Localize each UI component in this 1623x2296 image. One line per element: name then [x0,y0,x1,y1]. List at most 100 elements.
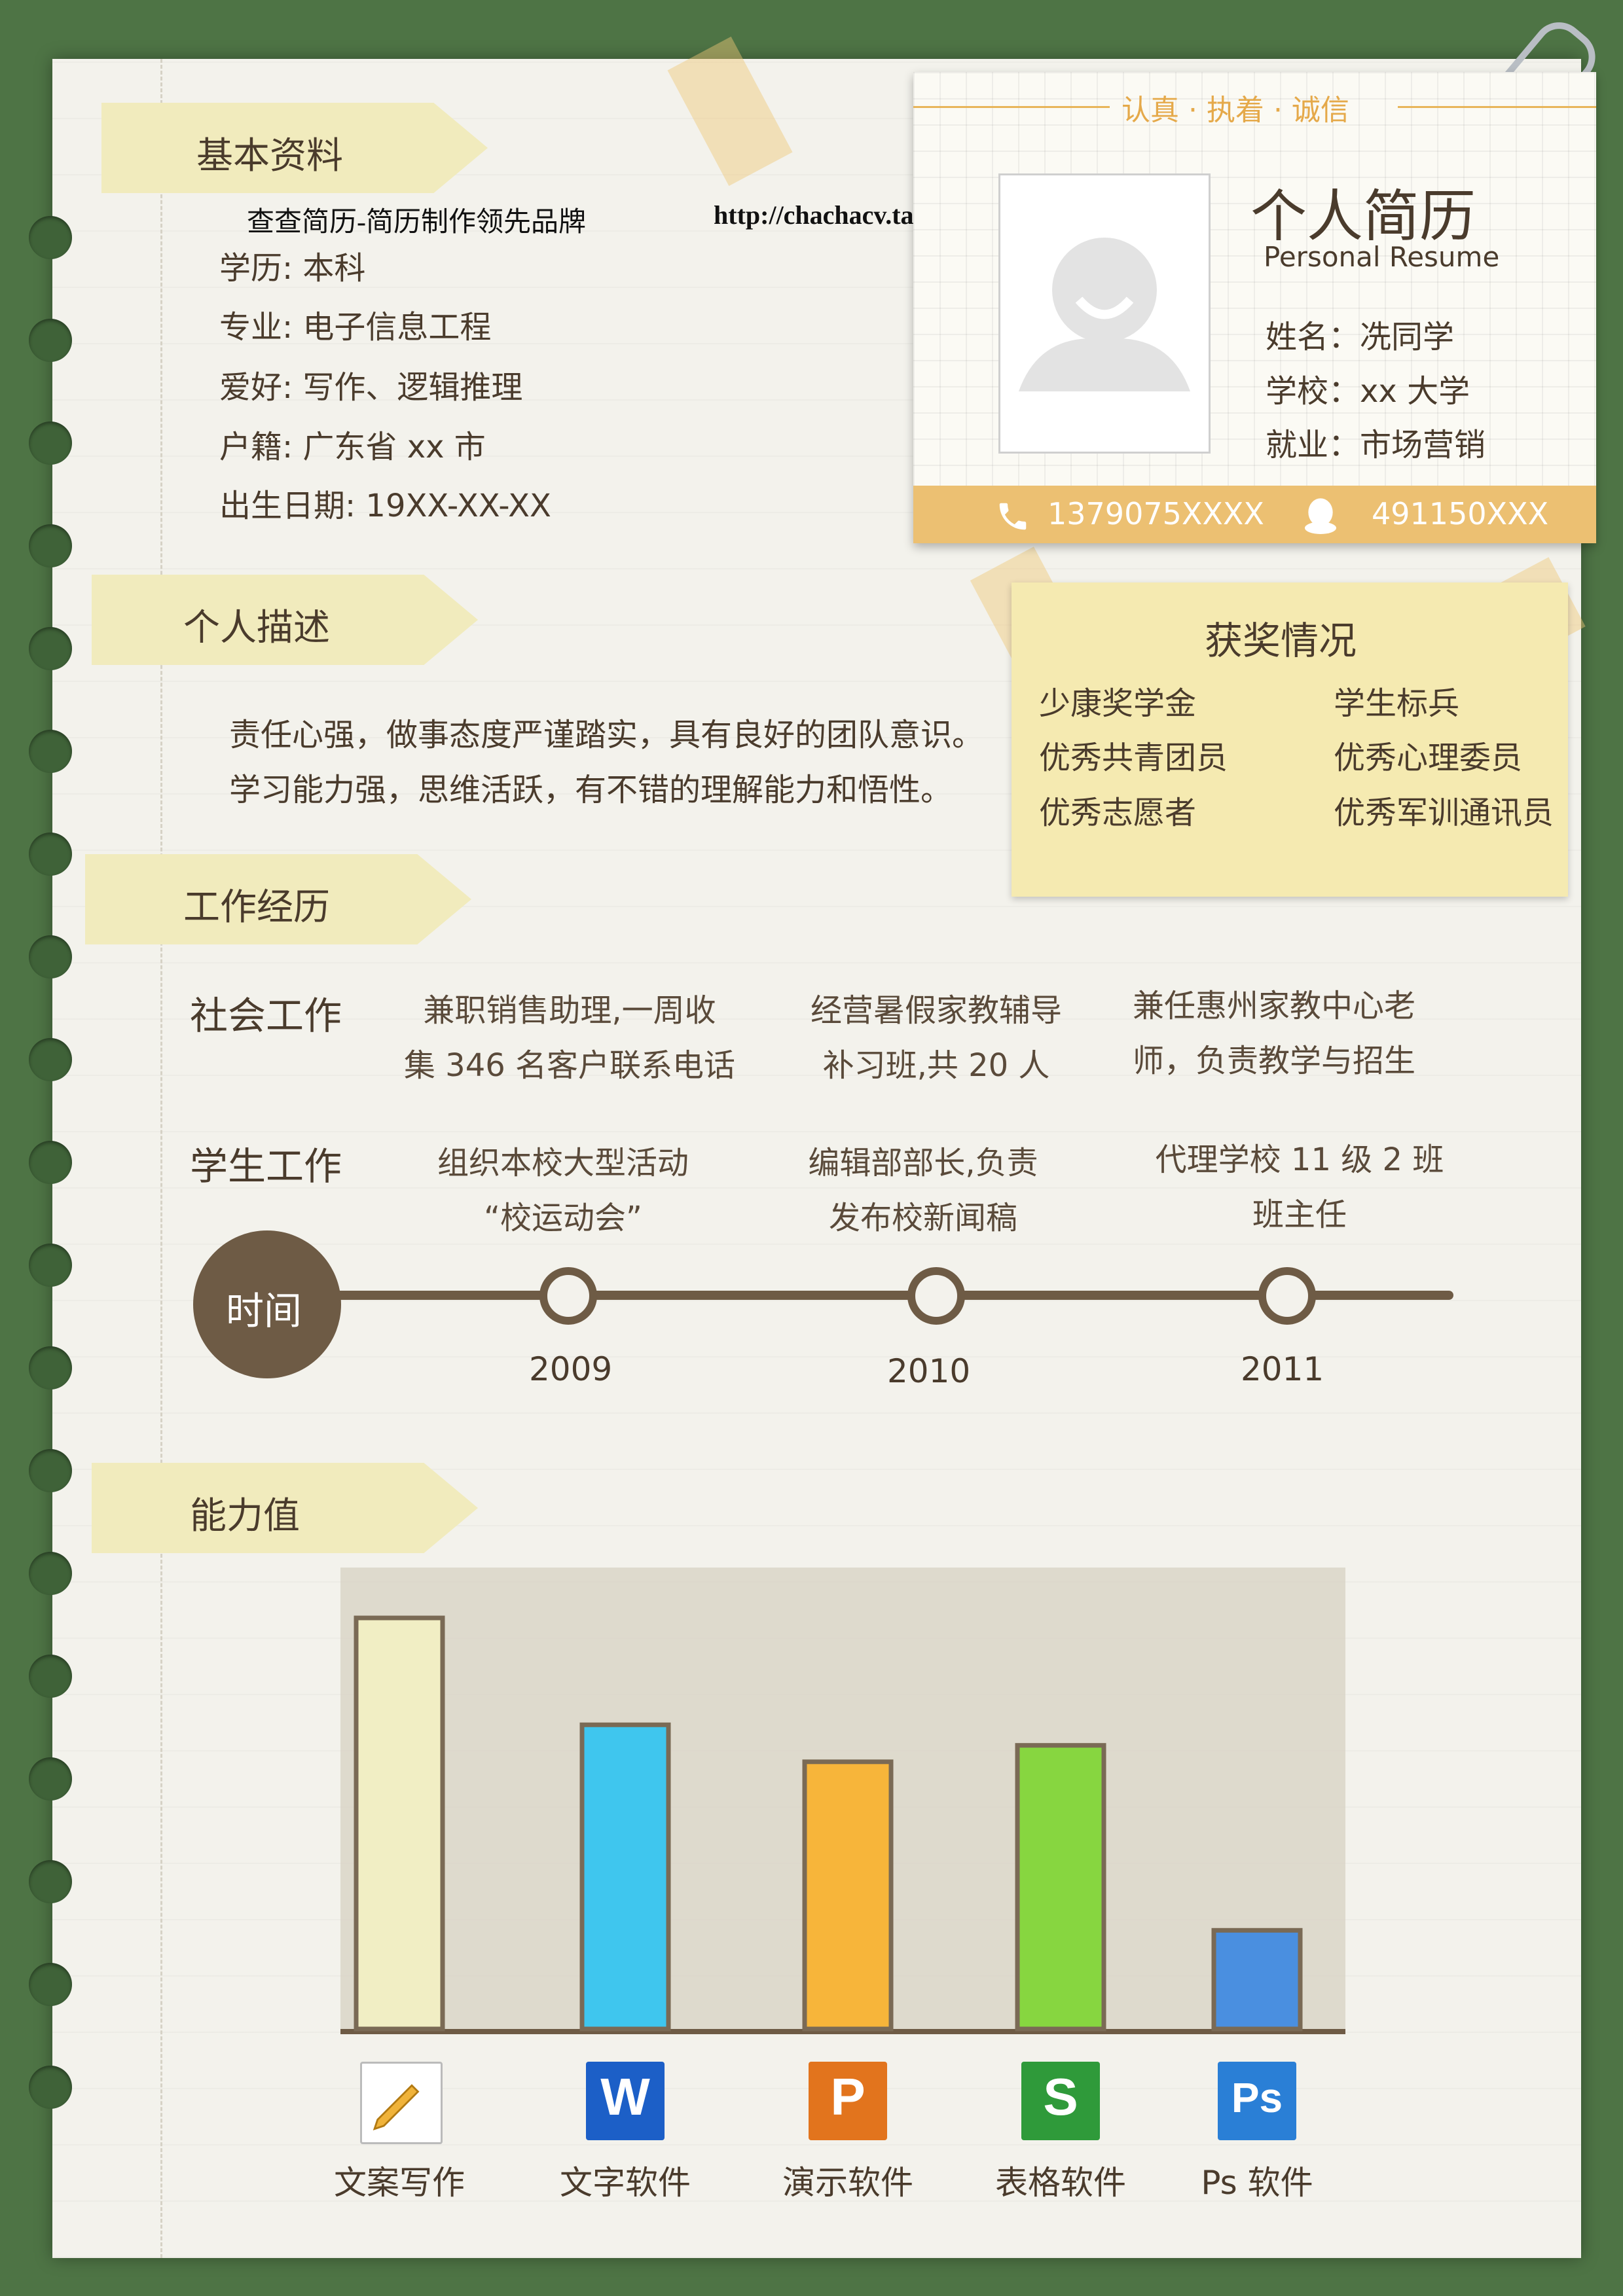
binder-hole [29,1141,72,1184]
section-title-work: 工作经历 [183,886,330,929]
binder-hole [29,1655,72,1698]
work-line: 兼任惠州家教中心老 [1133,988,1416,1024]
social-work-2: 经营暑假家教辅导 补习班,共 20 人 [773,983,1100,1093]
description-line-1: 责任心强，做事态度严谨踏实，具有良好的团队意识。 [229,717,984,753]
basic-birthdate: 出生日期: 19XX-XX-XX [219,488,551,524]
basic-education: 学历: 本科 [219,250,366,287]
section-tag-basic: 基本资料 [101,103,488,193]
app-icon-2: P [809,2062,887,2140]
timeline-node-2011 [1258,1267,1316,1325]
section-title-description: 个人描述 [183,607,330,649]
qq-icon [1305,498,1336,534]
award-item: 优秀心理委员 [1334,740,1523,776]
section-tag-work: 工作经历 [85,854,471,944]
profile-card: 认真 · 执着 · 诚信 个人简历 Personal Resume 姓名：冼同学… [913,72,1596,543]
work-line: 发布校新闻稿 [828,1200,1017,1236]
timeline-year: 2011 [1241,1350,1324,1388]
motto-line [913,106,1110,108]
student-work-1: 组织本校大型活动 “校运动会” [393,1136,733,1246]
bar-1 [579,1722,671,2032]
student-work-3: 代理学校 11 级 2 班 班主任 [1136,1132,1463,1242]
timeline-line [314,1291,1453,1300]
award-item: 优秀军训通讯员 [1334,795,1554,831]
margin-line [160,59,162,2258]
app-icon-letter: W [600,2068,650,2126]
work-line: “校运动会” [484,1200,642,1236]
card-career: 就业：市场营销 [1266,427,1486,463]
timeline-year: 2009 [529,1350,613,1388]
category-label: 演示软件 [782,2164,913,2202]
category-label: 文字软件 [560,2164,691,2202]
binder-hole [29,524,72,567]
binder-hole [29,1038,72,1081]
bar-4 [1211,1928,1303,2032]
section-tag-ability: 能力值 [92,1463,478,1553]
award-item: 少康奖学金 [1039,685,1197,722]
binder-hole [29,422,72,465]
student-work-2: 编辑部部长,负责 发布校新闻稿 [759,1136,1087,1246]
binder-hole [29,2066,72,2109]
binder-hole [29,1963,72,2006]
work-line: 补习班,共 20 人 [822,1047,1050,1084]
card-name: 姓名：冼同学 [1266,319,1455,355]
card-school: 学校：xx 大学 [1266,373,1470,410]
card-title: 个人简历 [1250,184,1476,249]
social-work-3: 兼任惠州家教中心老 师，负责教学与招生 [1133,978,1460,1088]
award-item: 优秀志愿者 [1039,795,1197,831]
work-line: 编辑部部长,负责 [808,1145,1038,1181]
work-line: 兼职销售助理,一周收 [423,992,716,1029]
basic-hobby: 爱好: 写作、逻辑推理 [219,369,523,406]
app-icon-3: S [1021,2062,1100,2140]
category-label: 文案写作 [334,2164,465,2202]
binder-hole [29,627,72,670]
social-work-1: 兼职销售助理,一周收 集 346 名客户联系电话 [399,983,740,1093]
section-tag-description: 个人描述 [92,575,478,665]
category-label: 表格软件 [995,2164,1126,2202]
binder-hole [29,833,72,876]
timeline-node-2010 [907,1267,965,1325]
bar-0 [354,1615,445,2032]
app-icon-letter: Ps [1231,2074,1283,2121]
work-line: 代理学校 11 级 2 班 [1155,1141,1444,1178]
app-icon-letter: P [830,2068,866,2126]
work-line: 集 346 名客户联系电话 [403,1047,736,1084]
basic-hometown: 户籍: 广东省 xx 市 [219,429,486,465]
app-icon-1: W [586,2062,665,2140]
basic-major: 专业: 电子信息工程 [219,309,492,346]
binder-hole [29,935,72,978]
awards-title: 获奖情况 [1205,619,1357,663]
award-item: 学生标兵 [1334,685,1460,722]
category-label: Ps 软件 [1201,2164,1313,2202]
binder-hole [29,216,72,259]
chart-baseline [340,2029,1345,2034]
contact-phone: 1379075XXXX [1048,496,1264,531]
contact-qq: 491150XXX [1372,496,1549,531]
card-motto: 认真 · 执着 · 诚信 [1122,94,1349,127]
work-line: 组织本校大型活动 [437,1145,689,1181]
row-label-student: 学生工作 [190,1144,342,1189]
binder-hole [29,1860,72,1903]
binder-hole [29,1449,72,1492]
brand-name: 查查简历-简历制作领先品牌 [247,207,586,238]
ability-bar-chart [340,1615,1345,2034]
app-icon-4: Ps [1218,2062,1296,2140]
binder-hole [29,730,72,773]
pencil-icon [373,2084,420,2131]
avatar-placeholder-icon [1019,238,1190,391]
timeline-label: 时间 [226,1289,302,1333]
timeline-node-2009 [539,1267,597,1325]
work-line: 经营暑假家教辅导 [810,992,1062,1029]
bar-3 [1015,1743,1106,2032]
binder-hole [29,1757,72,1801]
section-title-basic: 基本资料 [196,135,343,177]
work-line: 班主任 [1252,1196,1347,1233]
bar-2 [802,1759,894,2032]
timeline-label-circle: 时间 [193,1230,341,1378]
row-label-social: 社会工作 [190,994,342,1038]
timeline-year: 2010 [887,1352,971,1390]
binder-hole [29,1346,72,1390]
description-line-2: 学习能力强，思维活跃，有不错的理解能力和悟性。 [229,772,953,808]
awards-panel: 获奖情况 少康奖学金 学生标兵 优秀共青团员 优秀心理委员 优秀志愿者 优秀军训… [1012,583,1568,897]
motto-line [1398,106,1596,108]
card-subtitle: Personal Resume [1264,241,1500,273]
